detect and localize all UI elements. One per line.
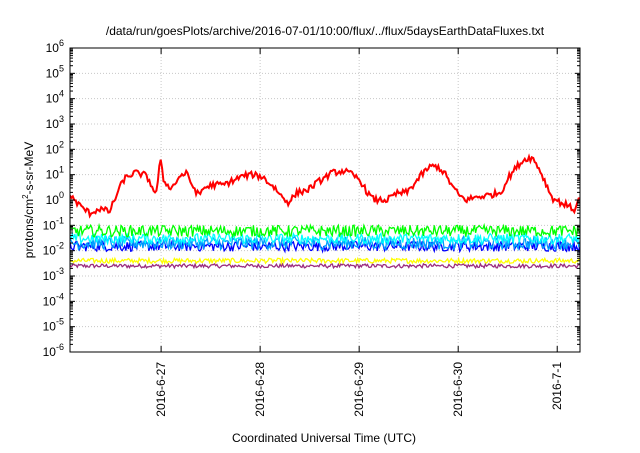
x-tick-label: 2016-7-1 <box>550 362 564 410</box>
y-axis-label-prefix: protons/cm <box>22 199 36 258</box>
y-tick-label: 104 <box>46 89 64 106</box>
x-tick-label: 2016-6-29 <box>352 362 366 417</box>
series-line <box>70 239 580 254</box>
y-tick-label: 101 <box>46 165 64 182</box>
ticks: 10-6 10-5 10-4 10-3 10-2 10-1 100 101 102 103 104 1… <box>43 38 580 417</box>
x-tick-label: 2016-6-28 <box>253 362 267 417</box>
x-tick-label: 2016-6-30 <box>451 362 465 417</box>
y-tick-label: 10-5 <box>43 317 64 334</box>
series-line <box>70 222 580 239</box>
y-tick-label: 105 <box>46 63 64 80</box>
y-tick-label: 10-3 <box>43 266 64 283</box>
y-axis-label: protons/cm2-s-sr-MeV <box>21 142 36 258</box>
y-tick-label: 10-1 <box>43 215 64 232</box>
y-tick-label: 103 <box>46 114 64 131</box>
y-tick-label: 102 <box>46 139 64 156</box>
y-tick-label: 100 <box>46 190 64 207</box>
x-tick-label: 2016-6-27 <box>154 362 168 417</box>
series-line-main <box>70 153 580 219</box>
grid-lines <box>70 47 580 353</box>
y-tick-label: 10-2 <box>43 241 64 258</box>
y-tick-label: 10-4 <box>43 291 64 308</box>
y-axis-label-suffix: -s-sr-MeV <box>22 142 36 195</box>
series-line <box>70 256 580 266</box>
series-group <box>70 153 580 270</box>
chart-title: /data/run/goesPlots/archive/2016-07-01/1… <box>106 24 545 38</box>
y-axis-label-sup: 2 <box>21 194 30 199</box>
series-line <box>70 231 580 246</box>
x-axis-label: Coordinated Universal Time (UTC) <box>232 431 416 445</box>
y-tick-label: 106 <box>46 38 64 55</box>
y-tick-label: 10-6 <box>43 342 64 359</box>
series-line <box>70 262 580 270</box>
